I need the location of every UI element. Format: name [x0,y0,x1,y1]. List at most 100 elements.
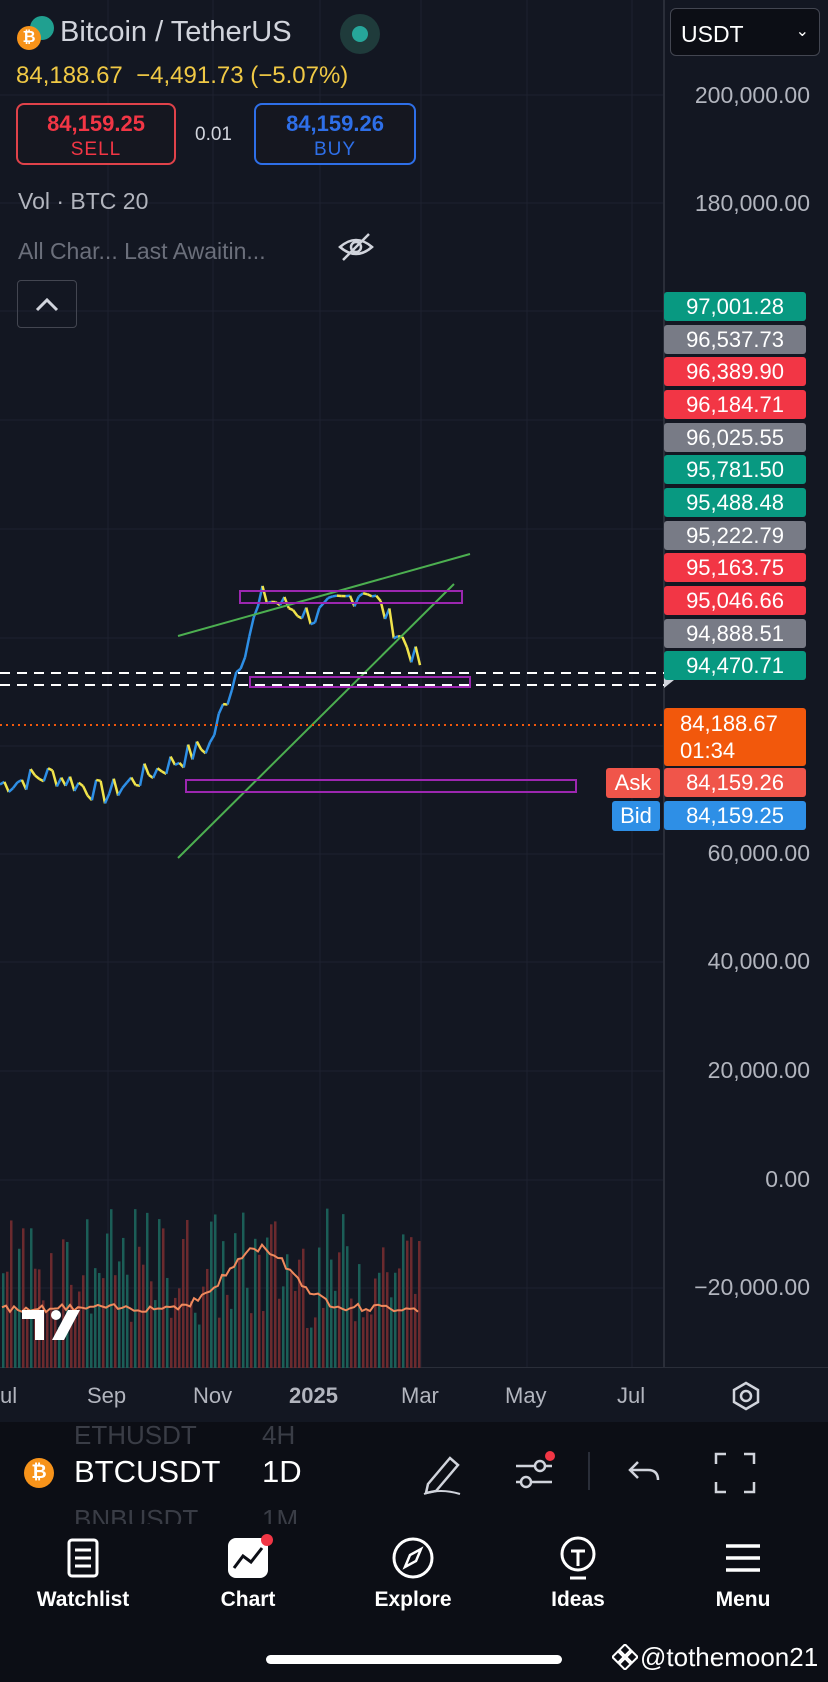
volume-bar [98,1272,101,1368]
price-segment [348,595,356,607]
volume-indicator-label[interactable]: Vol · BTC 20 [18,188,149,214]
volume-bar [198,1324,201,1368]
price-segment [68,776,76,792]
symbol-title[interactable]: Bitcoin / TetherUS [60,16,292,48]
chart-toolbar: ETHUSDT 4H BNBUSDT 1M ₿ BTCUSDT 1D [0,1420,828,1534]
upper-trendline[interactable] [177,553,471,637]
price-segment [103,792,111,804]
price-chart[interactable] [0,0,828,1368]
volume-bar [102,1278,105,1368]
resistance-box[interactable] [239,590,463,604]
alert-price-tag[interactable]: 95,222.79 [664,521,806,550]
alert-price-tag[interactable]: 95,163.75 [664,553,806,582]
price-segment [42,767,50,782]
alert-price-tag[interactable]: 95,781.50 [664,455,806,484]
chart-settings-icon[interactable] [730,1380,762,1412]
volume-bar [370,1314,373,1368]
volume-bar [6,1271,9,1368]
bitcoin-icon: ₿ [24,1458,54,1488]
home-indicator[interactable] [266,1655,562,1664]
volume-bar [238,1257,241,1368]
volume-bar [378,1272,381,1368]
price-segment [81,785,89,796]
volume-bar [154,1300,157,1368]
price-segment [130,776,137,786]
volume-bar [30,1228,33,1368]
alert-price-tag[interactable]: 96,389.90 [664,357,806,386]
buy-button[interactable]: 84,159.26 BUY [254,103,416,165]
volume-bar [290,1272,293,1368]
sell-button[interactable]: 84,159.25 SELL [16,103,176,165]
collapsed-indicators-label[interactable]: All Char... Last Awaitin... [18,238,266,264]
alert-price-tag[interactable]: 96,025.55 [664,423,806,452]
time-axis-label: ul [0,1383,18,1408]
nav-label: Watchlist [36,1588,130,1611]
price-segment [138,763,146,786]
volume-bar [94,1268,97,1368]
price-axis-label: 20,000.00 [707,1057,810,1083]
alert-price-tag[interactable]: 95,488.48 [664,488,806,517]
sell-label: SELL [70,139,122,160]
market-open-status-icon[interactable] [340,14,380,54]
price-segment [186,744,194,760]
price-segment [230,671,238,691]
volume-bar [214,1214,217,1368]
bitcoin-icon: ₿ [17,26,41,50]
pencil-icon[interactable] [420,1450,464,1496]
volume-bar [218,1317,221,1368]
lower-trendline[interactable] [177,583,455,859]
price-segment [34,774,41,780]
volume-bar [130,1321,133,1368]
alert-price-tag[interactable]: 96,537.73 [664,325,806,354]
volume-bar [270,1224,273,1368]
hide-eye-icon[interactable] [338,232,374,262]
alert-price-tag[interactable]: 97,001.28 [664,292,806,321]
symbol-selector[interactable]: BTCUSDT [74,1454,221,1489]
price-segment [191,741,199,760]
volume-bar [362,1317,365,1368]
drawing-tools[interactable] [0,553,664,859]
volume-bar [146,1212,149,1368]
nav-explore[interactable]: Explore [348,1534,478,1612]
volume-bar [410,1237,413,1368]
undo-icon[interactable] [626,1454,662,1490]
volume-bar [334,1290,337,1368]
collapse-legend-button[interactable] [17,280,77,328]
volume-bar [182,1239,185,1368]
price-segment [3,781,10,793]
ghost-interval: 4H [262,1420,296,1450]
alert-price-tag[interactable]: 95,046.66 [664,586,806,615]
nav-menu[interactable]: Menu [678,1534,808,1612]
volume-bar [206,1268,209,1368]
volume-bar [78,1291,81,1368]
currency-select[interactable]: USDT ⌄ [670,8,820,56]
price-segment [7,787,14,793]
price-segment [73,782,80,792]
time-axis-label: Mar [401,1383,439,1408]
indicators-sliders-icon[interactable] [512,1450,558,1496]
nav-ideas[interactable]: Ideas [513,1534,643,1612]
volume-bar [50,1253,53,1368]
volume-bar [178,1288,181,1368]
alert-price-tag[interactable]: 94,470.71 [664,651,806,680]
nav-label: Menu [715,1588,771,1611]
interval-selector[interactable]: 1D [262,1454,302,1489]
alert-price-tag[interactable]: 96,184.71 [664,390,806,419]
price-segment [143,763,150,776]
volume-bar [318,1247,321,1368]
ask-price-tag: 84,159.26 [664,768,806,797]
demand-box[interactable] [185,779,577,793]
fullscreen-icon[interactable] [714,1452,756,1494]
chevron-down-icon: ⌄ [795,23,809,40]
last-price-tag-value: 84,188.67 [680,711,778,736]
price-axis-label: 180,000.00 [694,190,810,216]
price-segment [217,703,225,715]
alert-price-tag[interactable]: 94,888.51 [664,619,806,648]
support-box[interactable] [249,676,471,688]
lightbulb-icon [560,1536,596,1580]
nav-chart[interactable]: Chart [183,1534,313,1612]
nav-watchlist[interactable]: Watchlist [18,1534,148,1612]
price-segment [204,741,212,754]
volume-bar [114,1275,117,1368]
price-axis-label: −20,000.00 [694,1274,810,1300]
